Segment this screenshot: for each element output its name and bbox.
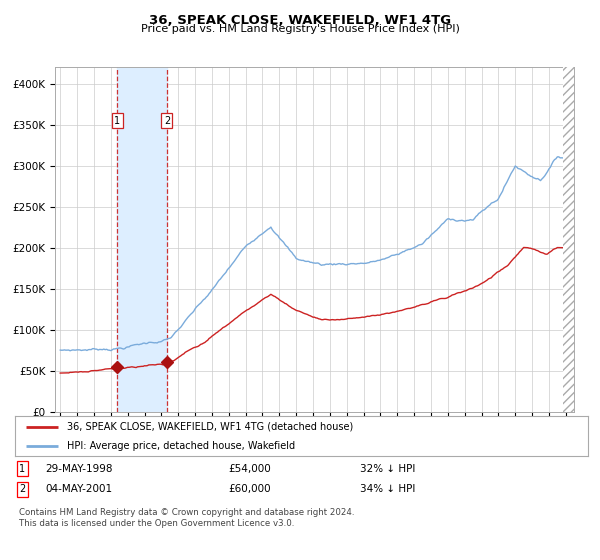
Text: 1: 1 [19,464,25,474]
Text: 2: 2 [19,484,25,494]
Text: £60,000: £60,000 [228,484,271,494]
Text: 36, SPEAK CLOSE, WAKEFIELD, WF1 4TG (detached house): 36, SPEAK CLOSE, WAKEFIELD, WF1 4TG (det… [67,422,353,432]
Text: Contains HM Land Registry data © Crown copyright and database right 2024.
This d: Contains HM Land Registry data © Crown c… [19,508,355,528]
Text: Price paid vs. HM Land Registry's House Price Index (HPI): Price paid vs. HM Land Registry's House … [140,24,460,34]
Text: 36, SPEAK CLOSE, WAKEFIELD, WF1 4TG: 36, SPEAK CLOSE, WAKEFIELD, WF1 4TG [149,14,451,27]
Text: 04-MAY-2001: 04-MAY-2001 [45,484,112,494]
Text: HPI: Average price, detached house, Wakefield: HPI: Average price, detached house, Wake… [67,441,295,450]
Polygon shape [563,67,574,412]
Text: 34% ↓ HPI: 34% ↓ HPI [360,484,415,494]
Text: 2: 2 [164,115,170,125]
Text: 29-MAY-1998: 29-MAY-1998 [45,464,113,474]
Text: 32% ↓ HPI: 32% ↓ HPI [360,464,415,474]
Bar [117,67,167,412]
Text: 1: 1 [114,115,120,125]
Text: £54,000: £54,000 [228,464,271,474]
